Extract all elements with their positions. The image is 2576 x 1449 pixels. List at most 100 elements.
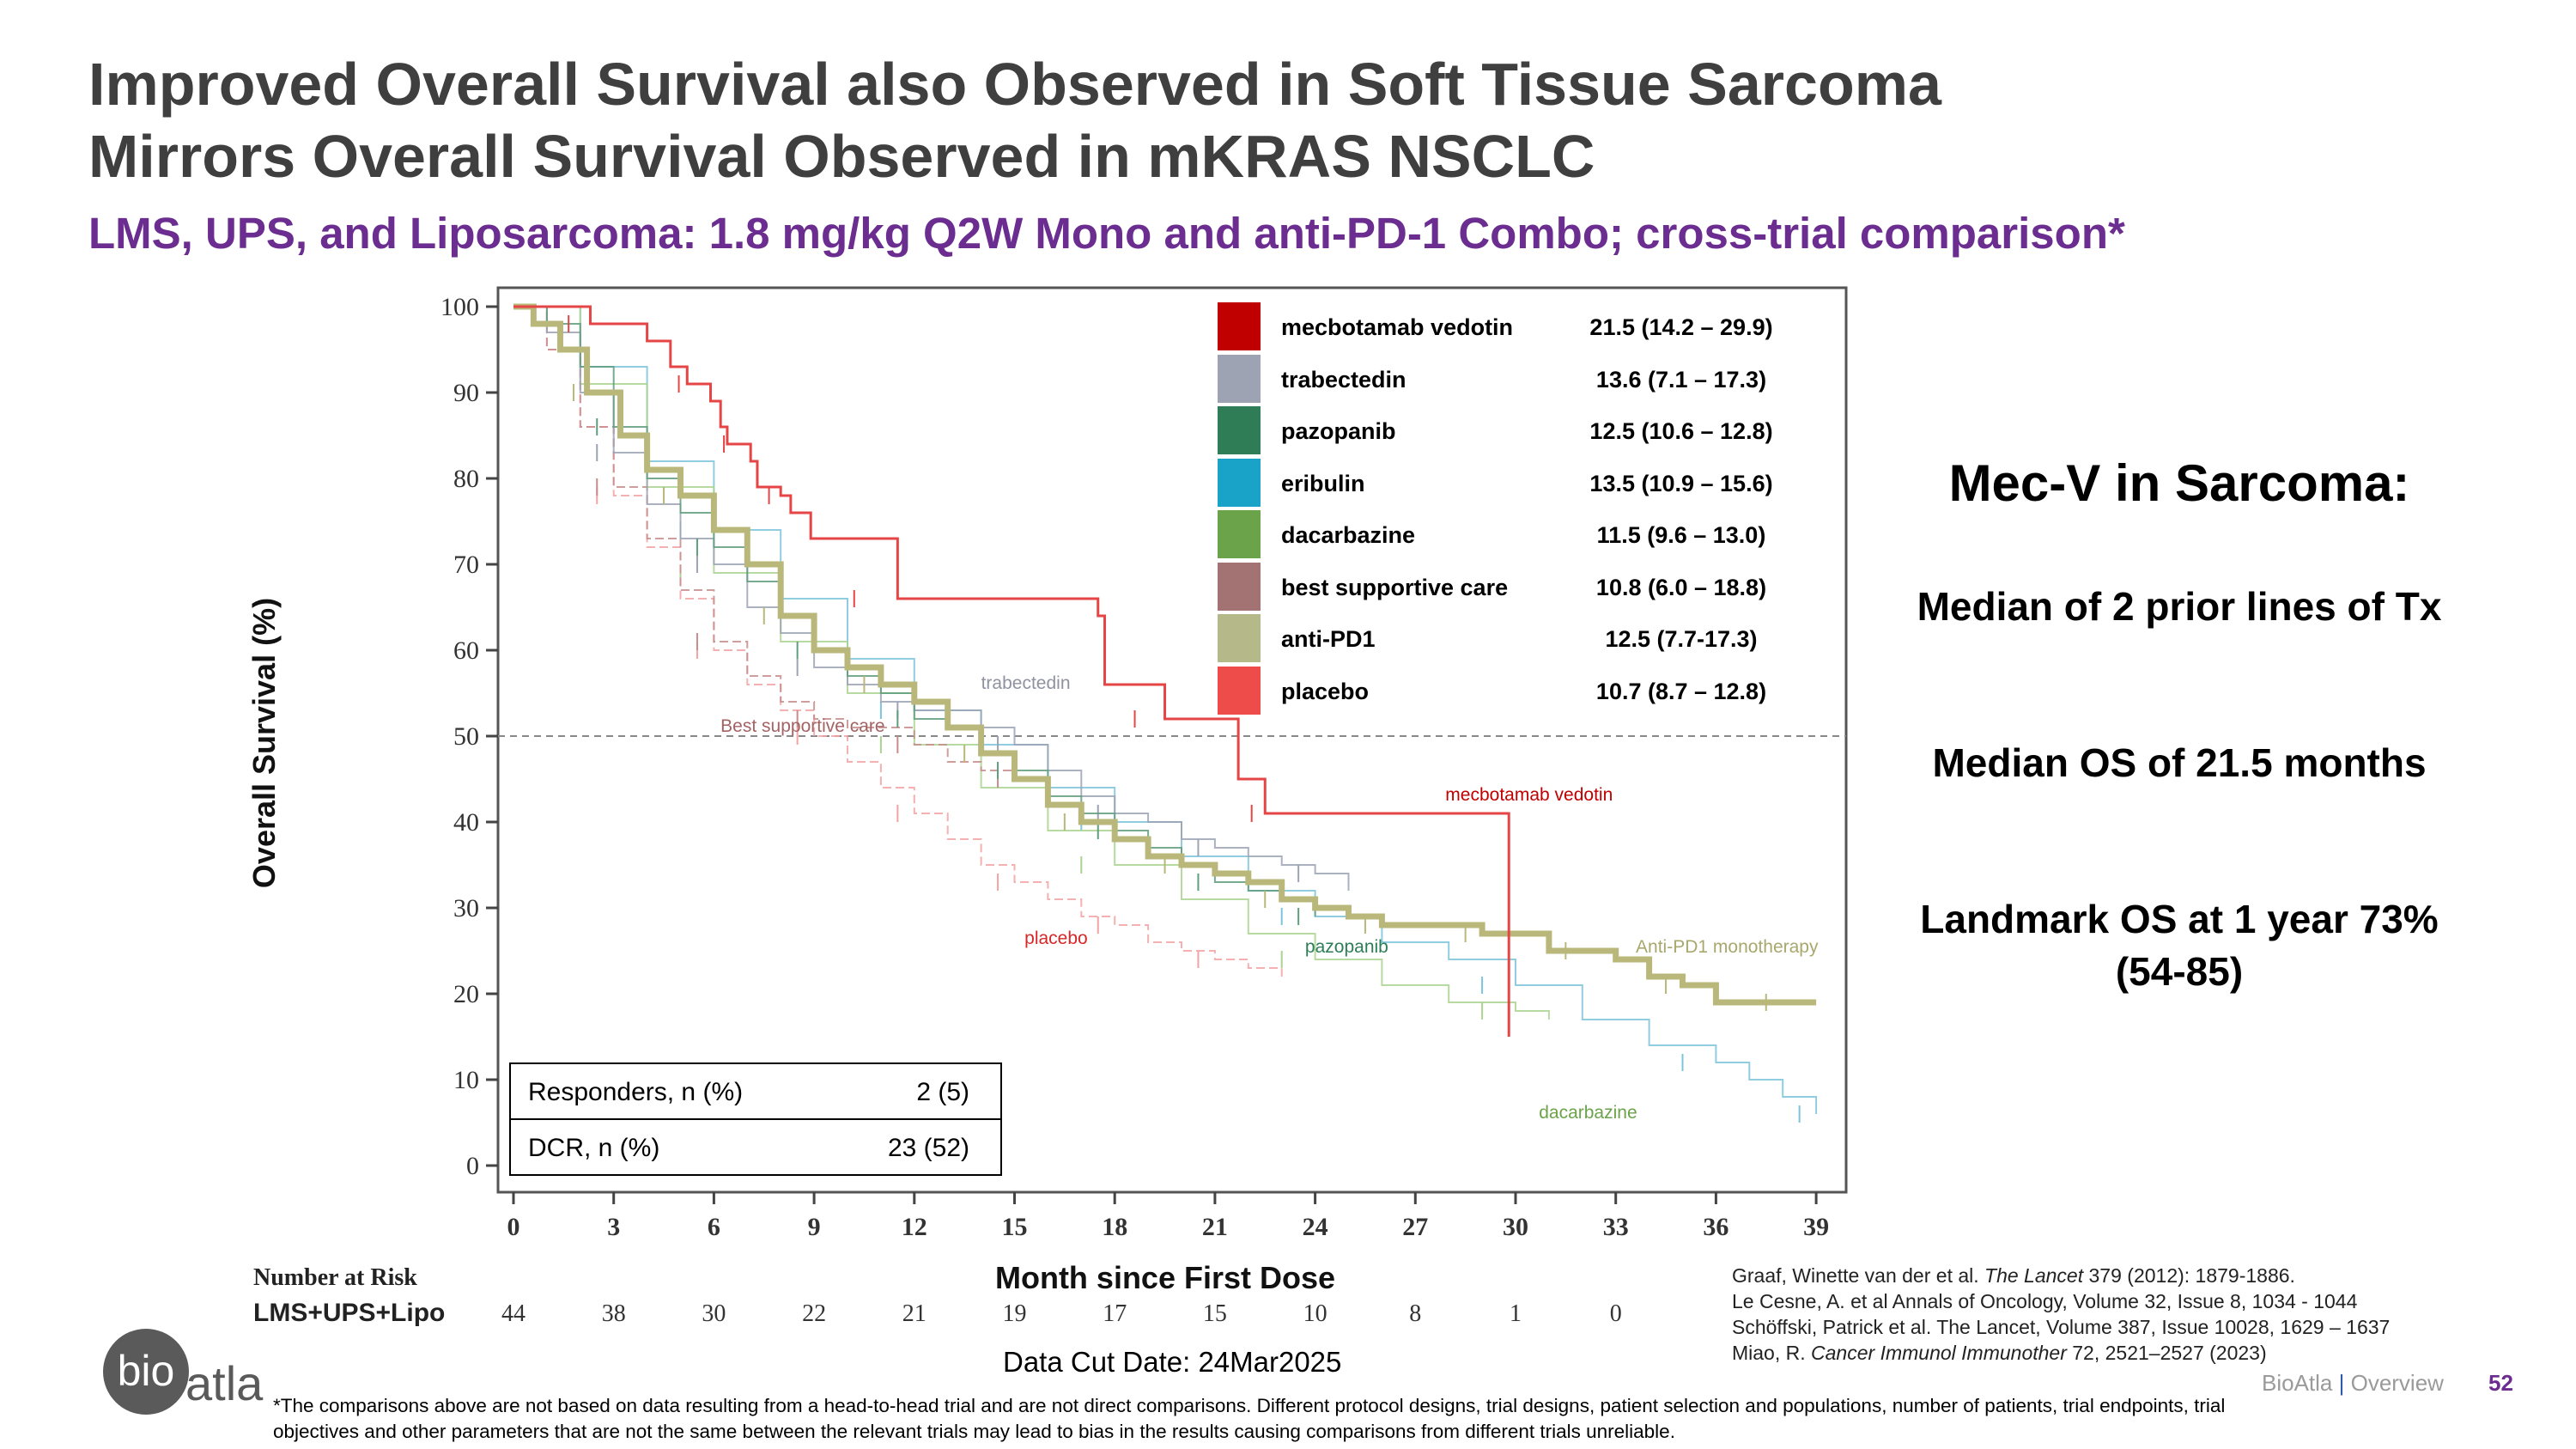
- page-subtitle: LMS, UPS, and Liposarcoma: 1.8 mg/kg Q2W…: [88, 209, 2125, 258]
- y-tick-label: 0: [466, 1152, 479, 1180]
- legend-name: pazopanib: [1281, 418, 1396, 444]
- x-tick-label: 15: [1002, 1213, 1028, 1241]
- legend-name: placebo: [1281, 678, 1370, 704]
- legend-median-os: 13.5 (10.9 – 15.6): [1589, 470, 1773, 496]
- legend-name: mecbotamab vedotin: [1281, 314, 1514, 340]
- chart-legend: mecbotamab vedotin 21.5 (14.2 – 29.9) tr…: [1218, 302, 1801, 718]
- series-label-anti-pd1: Anti-PD1 monotherapy: [1636, 937, 1819, 957]
- legend-item-best-supportive-care: best supportive care 10.8 (6.0 – 18.8): [1218, 562, 1801, 615]
- number-at-risk-value: 22: [802, 1300, 826, 1327]
- number-at-risk-value: 15: [1203, 1300, 1227, 1327]
- number-at-risk-value: 1: [1510, 1300, 1522, 1327]
- x-tick-label: 27: [1402, 1213, 1428, 1241]
- legend-swatch: [1218, 354, 1261, 403]
- legend-item-dacarbazine: dacarbazine 11.5 (9.6 – 13.0): [1218, 510, 1801, 563]
- data-cut-date: Data Cut Date: 24Mar2025: [1003, 1346, 1342, 1378]
- series-label-pazopanib: pazopanib: [1305, 937, 1388, 957]
- responders-table: Responders, n (%) 2 (5) DCR, n (%) 23 (5…: [509, 1062, 1002, 1176]
- x-tick-label: 12: [902, 1213, 927, 1241]
- legend-swatch: [1218, 510, 1261, 558]
- number-at-risk-value: 38: [602, 1300, 626, 1327]
- footnote: *The comparisons above are not based on …: [273, 1395, 2226, 1442]
- legend-name: best supportive care: [1281, 574, 1509, 600]
- series-line-trabectedin: [513, 306, 1350, 891]
- logo-bio: bio: [118, 1347, 175, 1395]
- number-at-risk-value: 19: [1003, 1300, 1027, 1327]
- x-tick-label: 21: [1202, 1213, 1228, 1241]
- x-tick-label: 24: [1303, 1213, 1328, 1241]
- legend-median-os: 11.5 (9.6 – 13.0): [1596, 522, 1766, 548]
- number-at-risk-value: 17: [1103, 1300, 1127, 1327]
- logo-atla: atla: [185, 1356, 264, 1410]
- legend-median-os: 12.5 (10.6 – 12.8): [1589, 418, 1773, 444]
- number-at-risk-value: 0: [1610, 1300, 1622, 1327]
- series-line-best-supportive-care: [513, 306, 1049, 788]
- number-at-risk-value: 21: [902, 1300, 927, 1327]
- x-tick-label: 30: [1503, 1213, 1528, 1241]
- number-at-risk-value: 10: [1303, 1300, 1327, 1327]
- x-axis-title: Month since First Dose: [995, 1260, 1335, 1295]
- plot-frame: [496, 286, 1848, 1194]
- y-tick-label: 50: [453, 722, 479, 751]
- legend-swatch: [1218, 562, 1261, 611]
- legend-name: anti-PD1: [1281, 626, 1376, 652]
- y-tick-label: 90: [453, 379, 479, 407]
- legend-item-trabectedin: trabectedin 13.6 (7.1 – 17.3): [1218, 354, 1801, 407]
- responders-value: 2 (5): [916, 1078, 969, 1106]
- legend-median-os: 21.5 (14.2 – 29.9): [1589, 314, 1773, 340]
- x-tick-label: 9: [808, 1213, 821, 1241]
- legend-name: eribulin: [1281, 470, 1365, 496]
- sidebar-prior-lines: Median of 2 prior lines of Tx: [1917, 584, 2442, 629]
- number-at-risk-header: Number at Risk: [253, 1264, 417, 1291]
- dcr-label: DCR, n (%): [528, 1134, 660, 1162]
- reference-item: Graaf, Winette van der et al. The Lancet…: [1732, 1264, 2295, 1287]
- number-at-risk-value: 8: [1409, 1300, 1421, 1327]
- y-tick-label: 20: [453, 980, 479, 1008]
- legend-median-os: 10.8 (6.0 – 18.8): [1595, 574, 1767, 600]
- legend-swatch: [1218, 406, 1261, 454]
- sidebar-median-os: Median OS of 21.5 months: [1932, 740, 2427, 785]
- legend-item-eribulin: eribulin 13.5 (10.9 – 15.6): [1218, 458, 1801, 511]
- page-number: 52: [2488, 1370, 2513, 1396]
- reference-item: Schöffski, Patrick et al. The Lancet, Vo…: [1732, 1316, 2391, 1338]
- reference-item: Le Cesne, A. et al Annals of Oncology, V…: [1732, 1290, 2358, 1312]
- y-axis-title: Overall Survival (%): [246, 598, 282, 888]
- page-title-line1: Improved Overall Survival also Observed …: [88, 51, 1941, 118]
- legend-item-anti-pd1: anti-PD1 12.5 (7.7-17.3): [1218, 614, 1801, 667]
- sidebar-heading: Mec-V in Sarcoma:: [1948, 454, 2410, 512]
- legend-item-pazopanib: pazopanib 12.5 (10.6 – 12.8): [1218, 406, 1801, 459]
- legend-item-placebo: placebo 10.7 (8.7 – 12.8): [1218, 666, 1801, 719]
- legend-swatch: [1218, 458, 1261, 507]
- y-tick-label: 80: [453, 465, 479, 493]
- bioatla-logo: bio atla: [103, 1329, 264, 1415]
- legend-median-os: 13.6 (7.1 – 17.3): [1595, 366, 1767, 393]
- series-label-placebo: placebo: [1024, 928, 1088, 948]
- series-label-trabectedin: trabectedin: [981, 673, 1071, 693]
- page-title-line2: Mirrors Overall Survival Observed in mKR…: [88, 123, 1595, 190]
- brand-footer: BioAtla | Overview: [2262, 1370, 2444, 1396]
- dcr-row: DCR, n (%) 23 (52): [511, 1118, 1000, 1174]
- x-tick-label: 39: [1803, 1213, 1829, 1241]
- y-tick-label: 60: [453, 636, 479, 665]
- legend-swatch: [1218, 666, 1261, 715]
- responders-row: Responders, n (%) 2 (5): [511, 1064, 1000, 1118]
- number-at-risk-value: 44: [501, 1300, 526, 1327]
- x-tick-label: 0: [507, 1213, 520, 1241]
- y-tick-label: 30: [453, 894, 479, 922]
- legend-name: trabectedin: [1281, 366, 1406, 393]
- y-tick-label: 10: [453, 1066, 479, 1094]
- legend-swatch: [1218, 614, 1261, 662]
- x-tick-label: 6: [708, 1213, 720, 1241]
- legend-median-os: 10.7 (8.7 – 12.8): [1595, 678, 1767, 704]
- references: Graaf, Winette van der et al. The Lancet…: [1732, 1263, 2390, 1366]
- number-at-risk-label: LMS+UPS+Lipo: [253, 1299, 445, 1327]
- sidebar-landmark-os: Landmark OS at 1 year 73% (54-85): [1920, 897, 2439, 994]
- x-tick-label: 18: [1102, 1213, 1127, 1241]
- series-label-mecbotamab-vedotin: mecbotamab vedotin: [1445, 785, 1613, 805]
- series-label-best-supportive-care: Best supportive care: [720, 716, 884, 736]
- legend-swatch: [1218, 302, 1261, 350]
- x-tick-label: 33: [1603, 1213, 1629, 1241]
- dcr-value: 23 (52): [887, 1134, 969, 1162]
- y-tick-label: 100: [440, 293, 479, 321]
